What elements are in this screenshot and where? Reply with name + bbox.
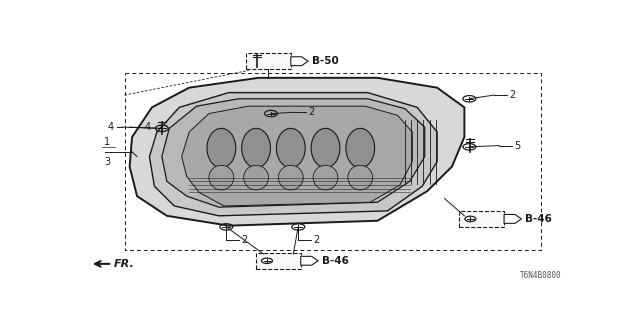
Text: 2: 2 — [241, 236, 248, 245]
Polygon shape — [129, 78, 465, 226]
Text: FR.: FR. — [114, 259, 134, 269]
FancyBboxPatch shape — [460, 211, 504, 227]
Text: 4: 4 — [145, 122, 150, 132]
Text: 5: 5 — [514, 140, 520, 151]
Polygon shape — [291, 57, 308, 66]
Polygon shape — [182, 106, 412, 206]
Ellipse shape — [348, 165, 372, 190]
Ellipse shape — [244, 165, 269, 190]
Text: 3: 3 — [104, 156, 110, 167]
Ellipse shape — [311, 128, 340, 168]
FancyBboxPatch shape — [256, 253, 301, 269]
Ellipse shape — [278, 165, 303, 190]
Text: B-50: B-50 — [312, 56, 339, 66]
Text: 4: 4 — [108, 122, 114, 132]
Ellipse shape — [276, 128, 305, 168]
Polygon shape — [301, 256, 318, 265]
Text: 1: 1 — [104, 137, 110, 147]
Polygon shape — [162, 99, 425, 207]
Ellipse shape — [209, 165, 234, 190]
Ellipse shape — [346, 128, 374, 168]
Text: 2: 2 — [509, 90, 515, 100]
Text: B-46: B-46 — [321, 256, 348, 266]
Polygon shape — [150, 92, 437, 216]
Text: 2: 2 — [313, 236, 319, 245]
Text: B-46: B-46 — [525, 214, 552, 224]
Ellipse shape — [207, 128, 236, 168]
Polygon shape — [504, 214, 522, 223]
Ellipse shape — [313, 165, 338, 190]
Ellipse shape — [242, 128, 271, 168]
Text: T6N4B0800: T6N4B0800 — [520, 271, 561, 280]
Text: 2: 2 — [308, 107, 314, 117]
FancyBboxPatch shape — [246, 53, 291, 69]
